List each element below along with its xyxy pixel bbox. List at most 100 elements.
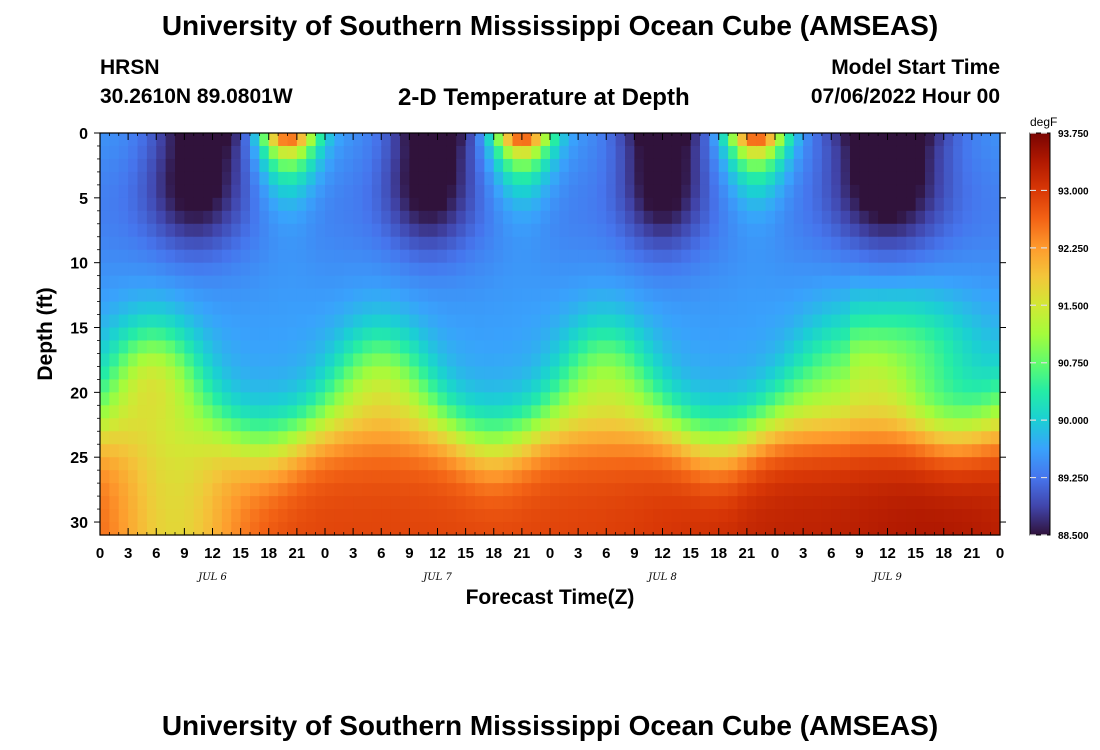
heatmap-cell [446,327,457,342]
heatmap-cell [381,444,392,458]
heatmap-cell [821,133,832,147]
heatmap-cell [615,353,626,368]
heatmap-cell [175,301,185,316]
heatmap-cell [840,288,851,303]
heatmap-cell [493,171,504,186]
heatmap-cell [793,249,804,264]
heatmap-cell [381,470,392,484]
heatmap-cell [728,470,739,484]
heatmap-cell [671,249,682,264]
heatmap-cell [296,470,307,484]
heatmap-cell [512,522,523,536]
heatmap-cell [231,223,242,238]
heatmap-cell [118,327,129,342]
heatmap-cell [840,483,851,497]
heatmap-cell [643,223,654,238]
heatmap-cell [812,379,823,393]
heatmap-cell [334,340,345,355]
heatmap-cell [831,496,842,510]
heatmap-cell [962,470,973,484]
heatmap-cell [484,288,495,303]
heatmap-cell [287,353,298,368]
heatmap-cell [728,171,739,186]
heatmap-cell [971,145,982,160]
heatmap-cell [653,327,664,342]
heatmap-cell [334,249,345,264]
heatmap-cell [896,275,907,290]
heatmap-cell [653,197,664,212]
heatmap-cell [850,366,860,380]
heatmap-cell [690,431,701,445]
heatmap-cell [343,158,354,173]
heatmap-cell [231,379,242,393]
heatmap-cell [240,275,251,290]
heatmap-cell [100,210,110,225]
heatmap-cell [109,210,120,225]
heatmap-cell [353,210,364,225]
heatmap-cell [568,496,579,510]
heatmap-cell [175,483,185,497]
heatmap-cell [746,236,757,251]
heatmap-cell [775,457,785,471]
heatmap-cell [765,184,776,199]
heatmap-cell [634,236,645,251]
heatmap-cell [850,470,860,484]
heatmap-cell [184,197,195,212]
heatmap-cell [615,366,626,380]
heatmap-cell [409,405,420,419]
heatmap-cell [100,405,110,419]
heatmap-cell [193,197,204,212]
heatmap-cell [193,405,204,419]
heatmap-cell [165,340,176,355]
heatmap-cell [456,457,467,471]
heatmap-cell [943,301,954,316]
heatmap-cell [568,405,579,419]
heatmap-cell [503,392,514,406]
heatmap-cell [803,327,814,342]
heatmap-cell [953,158,964,173]
heatmap-cell [653,457,664,471]
heatmap-cell [381,158,392,173]
heatmap-cell [634,366,645,380]
heatmap-cell [193,145,204,160]
heatmap-cell [793,197,804,212]
heatmap-cell [625,171,635,186]
heatmap-cell [446,444,457,458]
heatmap-cell [681,496,692,510]
heatmap-cell [878,405,889,419]
heatmap-cell [990,249,1001,264]
heatmap-cell [775,444,785,458]
heatmap-cell [737,483,748,497]
heatmap-cell [296,483,307,497]
heatmap-cell [418,184,429,199]
heatmap-cell [203,314,214,329]
heatmap-cell [240,236,251,251]
heatmap-cell [315,496,326,510]
heatmap-cell [437,366,448,380]
heatmap-cell [156,184,167,199]
heatmap-cell [943,340,954,355]
heatmap-cell [343,457,354,471]
heatmap-cell [118,483,129,497]
heatmap-cell [362,301,373,316]
heatmap-cell [128,145,139,160]
heatmap-cell [109,483,120,497]
heatmap-cell [503,496,514,510]
x-tick-label: 12 [204,545,221,562]
heatmap-cell [446,353,457,368]
heatmap-cell [775,223,785,238]
heatmap-cell [259,145,270,160]
heatmap-cell [868,353,879,368]
heatmap-cell [231,353,242,368]
heatmap-cell [128,483,139,497]
heatmap-cell [962,171,973,186]
heatmap-cell [484,509,495,523]
heatmap-cell [943,262,954,277]
heatmap-cell [137,275,148,290]
heatmap-cell [756,314,767,329]
heatmap-cell [671,158,682,173]
heatmap-cell [221,288,232,303]
heatmap-cell [671,418,682,432]
heatmap-cell [568,418,579,432]
heatmap-cell [700,184,710,199]
